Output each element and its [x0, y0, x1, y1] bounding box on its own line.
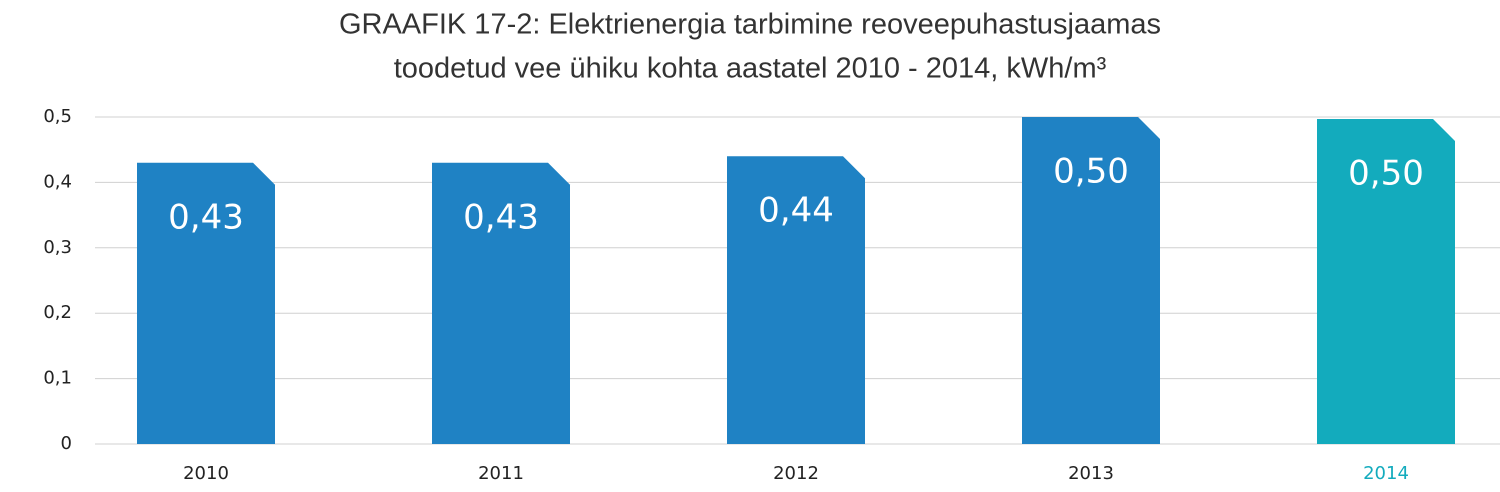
y-tick-label: 0,4 [43, 171, 72, 192]
chart-title: GRAAFIK 17-2: Elektrienergia tarbimine r… [339, 9, 1161, 41]
value-label: 0,44 [758, 191, 834, 231]
bar [432, 162, 570, 444]
value-label: 0,50 [1053, 152, 1129, 192]
x-tick-label: 2013 [1068, 463, 1114, 484]
x-tick-label: 2014 [1363, 463, 1409, 484]
bar [727, 156, 865, 445]
y-tick-label: 0,1 [43, 368, 72, 389]
x-tick-label: 2012 [773, 463, 819, 484]
y-tick-label: 0 [61, 433, 72, 454]
value-label: 0,50 [1348, 153, 1424, 193]
x-tick-label: 2011 [478, 463, 524, 484]
y-tick-label: 0,2 [43, 302, 72, 323]
value-label: 0,43 [463, 197, 539, 237]
y-tick-label: 0,3 [43, 237, 72, 258]
bar [137, 162, 275, 444]
y-tick-label: 0,5 [43, 106, 72, 127]
chart-title: toodetud vee ühiku kohta aastatel 2010 -… [394, 53, 1107, 85]
bar [1317, 118, 1455, 444]
bar [1022, 117, 1160, 444]
value-label: 0,43 [168, 197, 244, 237]
x-tick-label: 2010 [183, 463, 229, 484]
